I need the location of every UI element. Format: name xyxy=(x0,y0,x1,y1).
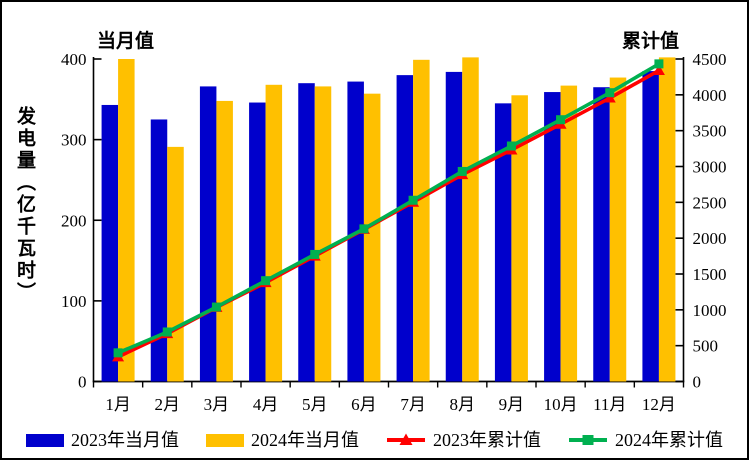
right-axis-title: 累计值 xyxy=(621,31,679,52)
svg-text:9月: 9月 xyxy=(499,395,525,414)
svg-text:2000: 2000 xyxy=(693,229,727,248)
svg-text:6月: 6月 xyxy=(351,395,377,414)
svg-text:1月: 1月 xyxy=(105,395,131,414)
legend: 2023年当月值 2024年当月值 2023年累计值 2024年累计值 xyxy=(2,431,747,449)
svg-text:8月: 8月 xyxy=(450,395,476,414)
bar-swatch-2023 xyxy=(26,433,64,447)
svg-text:0: 0 xyxy=(78,373,87,392)
bar-swatch-2024 xyxy=(206,433,244,447)
left-axis-title: 当月值 xyxy=(97,31,155,52)
svg-text:12月: 12月 xyxy=(642,395,676,414)
svg-text:2500: 2500 xyxy=(693,193,727,212)
svg-text:200: 200 xyxy=(61,211,87,230)
svg-text:500: 500 xyxy=(693,337,719,356)
legend-label: 2024年当月值 xyxy=(251,430,359,450)
legend-item-2024-monthly: 2024年当月值 xyxy=(206,431,359,449)
legend-label: 2023年累计值 xyxy=(433,430,541,450)
svg-text:5月: 5月 xyxy=(302,395,328,414)
line-swatch-2023 xyxy=(386,433,426,447)
svg-text:7月: 7月 xyxy=(400,395,426,414)
legend-item-2023-monthly: 2023年当月值 xyxy=(26,431,179,449)
svg-text:400: 400 xyxy=(61,50,87,69)
y-axis-label: 发电量（亿千瓦时） xyxy=(14,106,35,304)
legend-item-2023-cumulative: 2023年累计值 xyxy=(386,431,541,449)
svg-text:3500: 3500 xyxy=(693,122,727,141)
svg-text:4月: 4月 xyxy=(253,395,279,414)
svg-text:100: 100 xyxy=(61,292,87,311)
legend-item-2024-cumulative: 2024年累计值 xyxy=(568,431,723,449)
svg-text:11月: 11月 xyxy=(593,395,626,414)
svg-text:300: 300 xyxy=(61,131,87,150)
svg-text:1500: 1500 xyxy=(693,265,727,284)
legend-label: 2024年累计值 xyxy=(615,430,723,450)
line-swatch-2024 xyxy=(568,433,608,447)
svg-text:3月: 3月 xyxy=(204,395,230,414)
svg-text:2月: 2月 xyxy=(155,395,181,414)
legend-label: 2023年当月值 xyxy=(71,430,179,450)
svg-text:10月: 10月 xyxy=(544,395,578,414)
svg-text:1000: 1000 xyxy=(693,301,727,320)
svg-text:4000: 4000 xyxy=(693,86,727,105)
svg-text:3000: 3000 xyxy=(693,158,727,177)
svg-text:4500: 4500 xyxy=(693,50,727,69)
svg-text:0: 0 xyxy=(693,373,702,392)
